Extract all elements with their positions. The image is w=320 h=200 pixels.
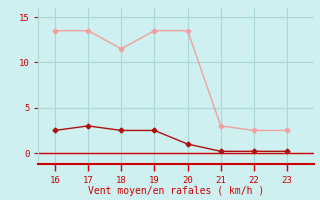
X-axis label: Vent moyen/en rafales ( km/h ): Vent moyen/en rafales ( km/h ) — [88, 186, 264, 196]
